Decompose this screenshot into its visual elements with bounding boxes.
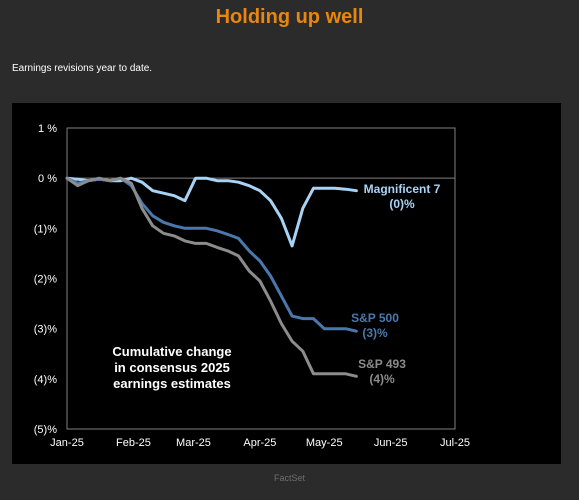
y-tick-label: (5)% xyxy=(34,424,57,436)
chart-subtitle: Earnings revisions year to date. xyxy=(12,63,153,74)
y-tick-label: (1)% xyxy=(34,223,57,235)
x-tick-label: May-25 xyxy=(306,437,343,449)
y-tick-label: (4)% xyxy=(34,374,57,386)
series-label: S&P 500 xyxy=(351,311,399,325)
y-tick-label: (2)% xyxy=(34,274,57,286)
y-tick-label: 1 % xyxy=(38,123,57,135)
plot-frame xyxy=(66,127,456,430)
series-line xyxy=(65,176,358,378)
line-chart: 1 % 0 % (1)% (2)% (3)% (4)% (5)%Jan-25 Feb-25 Ma… xyxy=(34,123,470,449)
chart-panel: 1 % 0 % (1)% (2)% (3)% (4)% (5)% Jan-25 Feb-25 Ma… xyxy=(12,103,561,464)
chart-annotation-line: Cumulative change xyxy=(112,344,231,359)
x-tick-label: Jan-25 xyxy=(50,437,84,449)
series-line xyxy=(65,176,358,248)
source-note: FactSet xyxy=(273,473,305,483)
series-label: S&P 493 xyxy=(358,357,406,371)
series-label: Magnificent 7 xyxy=(364,182,441,196)
x-tick-label: Jun-25 xyxy=(374,437,408,449)
x-tick-label: Jul-25 xyxy=(440,437,470,449)
x-tick-label: Mar-25 xyxy=(176,437,211,449)
series-end-value: (4)% xyxy=(369,372,395,386)
series-line xyxy=(65,176,358,333)
series-end-value: (3)% xyxy=(362,326,388,340)
y-tick-label: (3)% xyxy=(34,324,57,336)
y-tick-label: 0 % xyxy=(38,173,57,185)
series-end-value: (0)% xyxy=(389,197,415,211)
x-tick-label: Apr-25 xyxy=(243,437,276,449)
chart-annotation-line: in consensus 2025 xyxy=(114,360,230,375)
chart-title: Holding up well xyxy=(215,6,364,28)
chart-annotation-line: earnings estimates xyxy=(113,376,231,391)
x-tick-label: Feb-25 xyxy=(116,437,151,449)
